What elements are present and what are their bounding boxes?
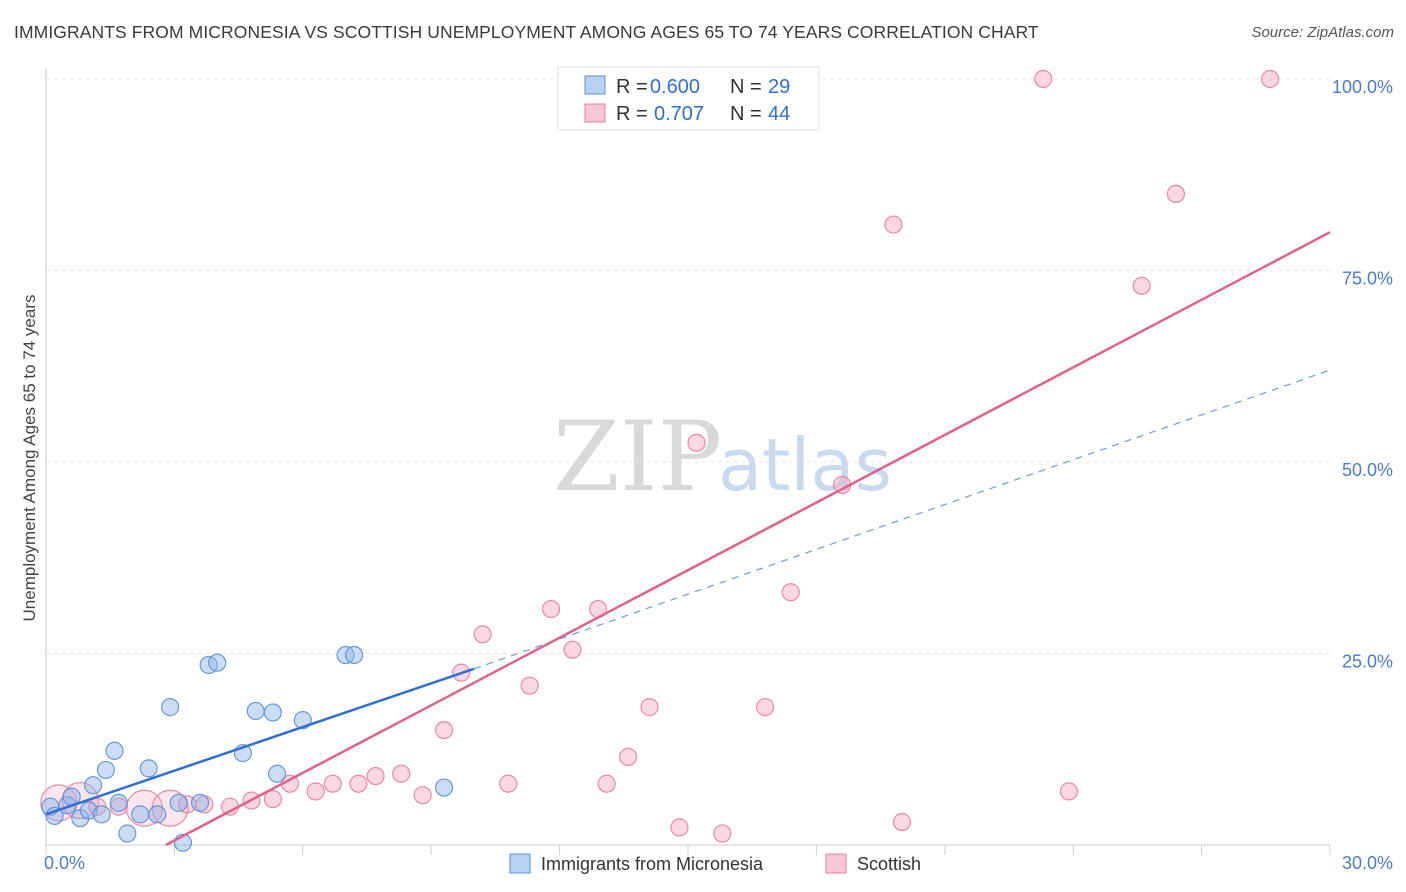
chart-title: IMMIGRANTS FROM MICRONESIA VS SCOTTISH U… <box>14 22 1039 42</box>
scottish-point-27 <box>618 747 638 767</box>
scottish-point-40 <box>1132 276 1151 295</box>
scottish-point-36 <box>884 215 903 234</box>
watermark-atlas: atlas <box>718 423 892 507</box>
legend-r-value-2: 0.707 <box>654 103 704 125</box>
scottish-point-41 <box>1166 184 1186 203</box>
x-tick-label-0: 0.0% <box>44 853 85 873</box>
axes <box>45 68 1331 855</box>
scottish-point-42 <box>1260 69 1280 89</box>
micronesia-point-9 <box>105 741 124 760</box>
scottish-trend-line <box>165 231 1331 847</box>
scottish-point-17 <box>413 786 432 805</box>
micronesia-point-10 <box>109 793 128 812</box>
legend-n-value-1: 29 <box>768 76 790 98</box>
grid-lines <box>46 78 1330 654</box>
scottish-point-16 <box>392 764 411 783</box>
micronesia-trend-line <box>45 667 475 816</box>
legend-r-value-1: 0.600 <box>650 76 700 98</box>
bottom-legend-swatch-scottish <box>825 853 847 874</box>
scottish-point-34 <box>781 583 800 602</box>
y-tick-label-3: 100.0% <box>1332 77 1393 97</box>
scottish-point-18 <box>434 720 454 740</box>
legend-n-label-2: N = <box>730 103 762 125</box>
scottish-point-15 <box>366 766 385 786</box>
scottish-point-3 <box>109 797 128 816</box>
legend-swatch-micronesia <box>584 75 606 95</box>
micronesia-point-22 <box>246 701 265 721</box>
y-tick-label-2: 75.0% <box>1342 269 1393 289</box>
micronesia-point-14 <box>148 805 167 824</box>
scottish-point-12 <box>306 782 325 801</box>
legend-r-label-1: R = <box>616 76 648 98</box>
y-tick-label-0: 25.0% <box>1342 652 1393 672</box>
tick-labels: 25.0% 50.0% 75.0% 100.0% 0.0% 30.0% <box>44 77 1393 873</box>
micronesia-point-6 <box>83 776 103 795</box>
scottish-point-38 <box>1034 69 1053 89</box>
scottish-point-20 <box>473 625 492 644</box>
bottom-legend: Immigrants from Micronesia Scottish <box>509 853 921 874</box>
scottish-point-29 <box>670 818 689 837</box>
bottom-legend-label-scottish: Scottish <box>857 854 921 874</box>
trend-lines <box>45 231 1331 847</box>
micronesia-point-18 <box>190 793 210 812</box>
micronesia-point-13 <box>139 759 158 778</box>
micronesia-point-27 <box>345 645 364 665</box>
bottom-legend-swatch-micronesia <box>509 853 531 874</box>
legend-n-value-2: 44 <box>768 103 790 125</box>
legend-n-label-1: N = <box>730 76 762 98</box>
scottish-point-23 <box>541 599 561 619</box>
x-tick-label-1: 30.0% <box>1342 853 1393 873</box>
scottish-point-37 <box>892 812 912 832</box>
micronesia-point-20 <box>208 653 227 672</box>
micronesia-trend-extension <box>473 369 1331 670</box>
legend-swatch-scottish <box>584 103 606 123</box>
scottish-point-31 <box>713 824 732 843</box>
scottish-point-24 <box>563 640 582 659</box>
legend-r-label-2: R = <box>616 103 648 125</box>
micronesia-point-8 <box>96 760 116 780</box>
scottish-point-32 <box>755 698 775 717</box>
scottish-point-13 <box>323 774 342 793</box>
micronesia-point-12 <box>131 805 150 824</box>
legend: R = 0.600 N = 29 R = 0.707 N = 44 <box>557 66 820 131</box>
watermark: ZIP atlas <box>553 401 892 513</box>
source-label: Source: ZipAtlas.com <box>1251 24 1394 41</box>
micronesia-point-16 <box>169 793 188 812</box>
micronesia-point-7 <box>92 805 111 824</box>
scottish-point-10 <box>263 789 282 809</box>
scottish-point-30 <box>687 433 706 452</box>
micronesia-point-24 <box>268 764 287 783</box>
micronesia-point-23 <box>263 703 282 722</box>
micronesia-point-11 <box>118 824 137 843</box>
micronesia-point-15 <box>161 698 180 717</box>
watermark-zip: ZIP <box>553 401 722 513</box>
data-points <box>40 69 1280 852</box>
scottish-point-26 <box>597 774 616 793</box>
micronesia-point-28 <box>434 778 454 797</box>
bottom-legend-label-micronesia: Immigrants from Micronesia <box>541 854 764 874</box>
scottish-point-14 <box>349 774 368 793</box>
scottish-point-28 <box>640 698 659 717</box>
y-axis-label: Unemployment Among Ages 65 to 74 years <box>20 295 39 622</box>
y-tick-label-1: 50.0% <box>1342 460 1393 480</box>
scottish-point-22 <box>520 676 539 695</box>
scottish-point-39 <box>1059 782 1079 801</box>
scottish-point-21 <box>499 774 518 793</box>
